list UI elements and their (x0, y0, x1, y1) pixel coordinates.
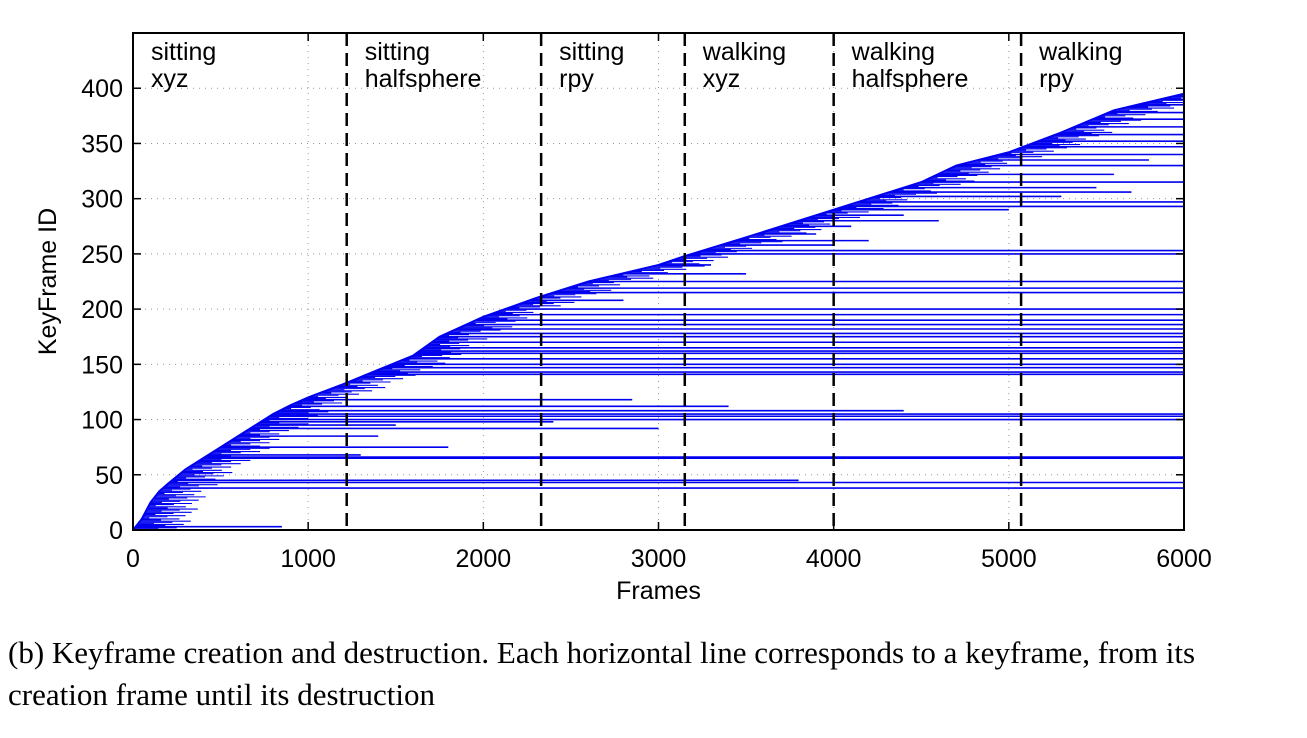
keyframe-lines (132, 92, 1185, 531)
y-tick-label: 350 (81, 130, 123, 158)
segment-label-activity: sitting (559, 38, 624, 66)
x-tick-label: 5000 (981, 545, 1037, 573)
x-tick-label: 2000 (456, 545, 512, 573)
segment-label-motion: rpy (1039, 65, 1074, 93)
segment-label-activity: sitting (151, 38, 216, 66)
y-tick-label: 200 (81, 296, 123, 324)
y-tick-label: 150 (81, 351, 123, 379)
axis-ticks: 0 1000 2000 3000 4000 5000 6000 0 50 100 150 200 250… (81, 33, 1212, 573)
keyframe-chart: sittingxyzsittinghalfspheresittingrpywal… (34, 32, 1212, 605)
x-tick-label: 6000 (1156, 545, 1212, 573)
x-tick-label: 0 (126, 545, 140, 573)
segment-label-activity: walking (702, 38, 786, 66)
y-tick-label: 50 (95, 462, 123, 490)
y-tick-label: 0 (109, 517, 123, 545)
segment-label-motion: rpy (559, 65, 594, 93)
x-axis-label: Frames (616, 577, 701, 605)
y-tick-label: 100 (81, 407, 123, 435)
y-tick-label: 300 (81, 186, 123, 214)
y-axis-label: KeyFrame ID (34, 208, 62, 355)
segment-label-activity: sitting (365, 38, 430, 66)
segment-label-motion: xyz (703, 65, 741, 93)
segment-label-activity: walking (1038, 38, 1122, 66)
segment-label-motion: halfsphere (852, 65, 969, 93)
segment-labels: sittingxyzsittinghalfspheresittingrpywal… (151, 38, 1122, 93)
segment-label-motion: halfsphere (365, 65, 482, 93)
segment-label-motion: xyz (151, 65, 189, 93)
x-tick-label: 4000 (806, 545, 862, 573)
segment-boundaries (345, 33, 1023, 530)
figure-caption: (b) Keyframe creation and destruction. E… (8, 635, 1196, 712)
x-tick-label: 3000 (631, 545, 687, 573)
y-tick-label: 400 (81, 75, 123, 103)
segment-label-activity: walking (851, 38, 935, 66)
y-tick-label: 250 (81, 241, 123, 269)
x-tick-label: 1000 (280, 545, 336, 573)
creation-frontier (132, 92, 1185, 531)
